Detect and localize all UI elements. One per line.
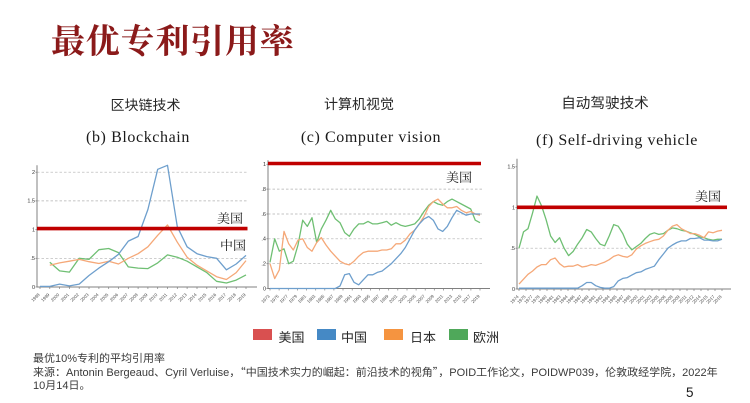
- svg-text:2017: 2017: [705, 294, 716, 305]
- svg-text:1: 1: [32, 227, 35, 233]
- svg-text:2010: 2010: [148, 292, 159, 303]
- svg-text:2006: 2006: [656, 294, 667, 305]
- svg-text:1973: 1973: [260, 293, 271, 304]
- svg-text:1983: 1983: [551, 294, 562, 305]
- svg-text:2000: 2000: [50, 292, 61, 303]
- svg-text:1991: 1991: [586, 294, 597, 305]
- svg-text:.5: .5: [510, 246, 515, 252]
- svg-text:2003: 2003: [642, 294, 653, 305]
- svg-text:1991: 1991: [342, 293, 353, 304]
- svg-text:1987: 1987: [324, 293, 335, 304]
- svg-text:1998: 1998: [30, 292, 41, 303]
- svg-text:1977: 1977: [523, 294, 534, 305]
- svg-text:2018: 2018: [226, 292, 237, 303]
- svg-text:2: 2: [32, 170, 35, 176]
- svg-text:2015: 2015: [698, 294, 709, 305]
- svg-text:1.5: 1.5: [27, 199, 35, 205]
- svg-text:1: 1: [512, 205, 515, 211]
- svg-text:1989: 1989: [333, 293, 344, 304]
- svg-text:1979: 1979: [288, 293, 299, 304]
- svg-text:2004: 2004: [89, 292, 100, 303]
- svg-text:2001: 2001: [635, 294, 646, 305]
- svg-text:2017: 2017: [217, 292, 228, 303]
- svg-text:2001: 2001: [60, 292, 71, 303]
- svg-text:2005: 2005: [99, 292, 110, 303]
- svg-text:1995: 1995: [361, 293, 372, 304]
- svg-text:1998: 1998: [621, 294, 632, 305]
- svg-text:1975: 1975: [516, 294, 527, 305]
- svg-text:2019: 2019: [236, 292, 247, 303]
- svg-text:2008: 2008: [663, 294, 674, 305]
- svg-text:1983: 1983: [306, 293, 317, 304]
- svg-text:2019: 2019: [470, 293, 481, 304]
- svg-text:1999: 1999: [40, 292, 51, 303]
- svg-text:1: 1: [263, 162, 266, 168]
- svg-text:2009: 2009: [138, 292, 149, 303]
- svg-text:2003: 2003: [79, 292, 90, 303]
- svg-text:1994: 1994: [600, 294, 611, 305]
- svg-text:1992: 1992: [593, 294, 604, 305]
- svg-text:2011: 2011: [158, 292, 169, 303]
- svg-text:1974: 1974: [509, 294, 520, 305]
- svg-text:0: 0: [512, 287, 515, 293]
- svg-text:2011: 2011: [677, 294, 688, 305]
- svg-text:1981: 1981: [544, 294, 555, 305]
- svg-text:1989: 1989: [579, 294, 590, 305]
- svg-text:1978: 1978: [530, 294, 541, 305]
- svg-text:1995: 1995: [607, 294, 618, 305]
- svg-text:2013: 2013: [177, 292, 188, 303]
- svg-text:2007: 2007: [415, 293, 426, 304]
- svg-text:1980: 1980: [537, 294, 548, 305]
- svg-text:1986: 1986: [565, 294, 576, 305]
- svg-text:2008: 2008: [128, 292, 139, 303]
- svg-text:2009: 2009: [670, 294, 681, 305]
- svg-text:1.5: 1.5: [507, 165, 515, 171]
- svg-text:1977: 1977: [279, 293, 290, 304]
- svg-text:2012: 2012: [684, 294, 695, 305]
- svg-text:2009: 2009: [425, 293, 436, 304]
- svg-text:2012: 2012: [168, 292, 179, 303]
- svg-text:2003: 2003: [397, 293, 408, 304]
- svg-text:2014: 2014: [187, 292, 198, 303]
- svg-text:.5: .5: [30, 256, 35, 262]
- svg-text:2016: 2016: [207, 292, 218, 303]
- svg-text:2001: 2001: [388, 293, 399, 304]
- svg-text:2005: 2005: [649, 294, 660, 305]
- svg-text:0: 0: [32, 285, 35, 291]
- svg-text:.2: .2: [261, 262, 266, 268]
- svg-text:1984: 1984: [558, 294, 569, 305]
- svg-text:1981: 1981: [297, 293, 308, 304]
- svg-text:1997: 1997: [370, 293, 381, 304]
- svg-text:1993: 1993: [352, 293, 363, 304]
- svg-text:.6: .6: [261, 212, 266, 218]
- svg-text:0: 0: [263, 286, 266, 292]
- svg-text:1997: 1997: [614, 294, 625, 305]
- svg-text:2013: 2013: [443, 293, 454, 304]
- svg-text:1987: 1987: [572, 294, 583, 305]
- svg-text:2017: 2017: [461, 293, 472, 304]
- svg-text:1999: 1999: [379, 293, 390, 304]
- svg-text:2011: 2011: [434, 293, 445, 304]
- svg-text:1985: 1985: [315, 293, 326, 304]
- svg-text:2007: 2007: [119, 292, 130, 303]
- svg-text:2000: 2000: [628, 294, 639, 305]
- svg-text:1975: 1975: [269, 293, 280, 304]
- svg-text:2015: 2015: [197, 292, 208, 303]
- svg-text:2018: 2018: [712, 294, 723, 305]
- svg-text:2006: 2006: [109, 292, 120, 303]
- svg-text:2002: 2002: [69, 292, 80, 303]
- svg-text:.8: .8: [261, 187, 266, 193]
- svg-text:2005: 2005: [406, 293, 417, 304]
- svg-text:.4: .4: [261, 237, 266, 243]
- svg-text:2014: 2014: [691, 294, 702, 305]
- svg-text:2015: 2015: [452, 293, 463, 304]
